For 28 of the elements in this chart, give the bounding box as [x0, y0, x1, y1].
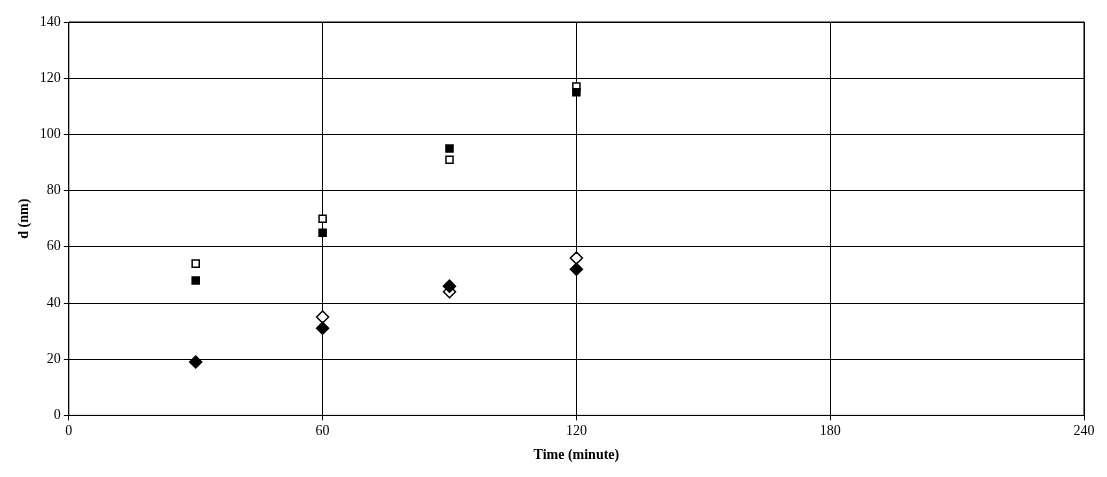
y-tick-label: 60: [46, 238, 61, 254]
point: [318, 228, 327, 238]
point: [315, 321, 330, 336]
point: [188, 355, 203, 369]
point: [315, 310, 330, 324]
point: [445, 144, 454, 153]
x-axis-title: Time (minute): [533, 447, 620, 464]
y-tick-label: 120: [39, 69, 61, 85]
y-tick-label: 0: [53, 407, 61, 423]
point: [191, 276, 200, 285]
y-tick-label: 40: [46, 294, 61, 310]
point: [445, 155, 454, 164]
y-tick-label: 140: [39, 13, 61, 29]
point: [569, 262, 584, 277]
x-tick-label: 120: [565, 423, 587, 439]
x-tick-label: 0: [65, 423, 73, 439]
point: [572, 87, 581, 97]
x-tick-label: 240: [1073, 423, 1095, 439]
point: [442, 279, 457, 293]
point: [318, 214, 327, 223]
x-tick-label: 60: [315, 423, 330, 439]
point: [569, 251, 584, 265]
y-tick-label: 80: [46, 182, 61, 198]
y-axis-title: d (nm): [16, 198, 33, 239]
y-tick-label: 100: [39, 126, 61, 142]
x-tick-label: 180: [819, 423, 841, 439]
y-tick-label: 20: [46, 350, 61, 366]
point: [191, 259, 200, 268]
